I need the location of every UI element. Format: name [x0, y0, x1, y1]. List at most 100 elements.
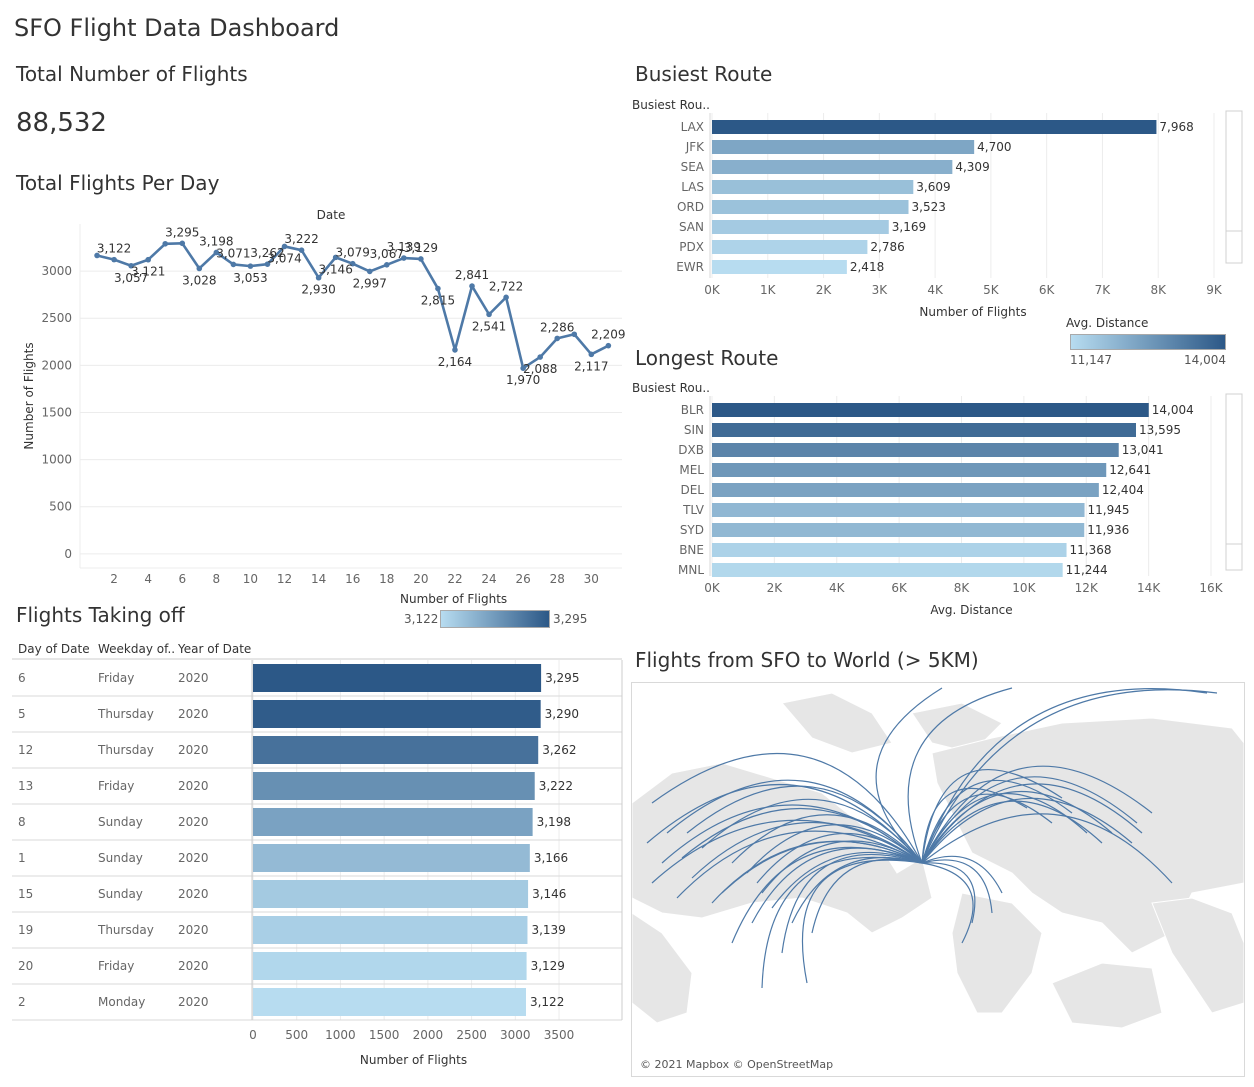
- line-point: [332, 254, 339, 261]
- table-cell-year: 2020: [178, 707, 209, 721]
- line-data-label: 2,930: [301, 283, 335, 297]
- bar: [712, 503, 1085, 517]
- table-bar: [253, 916, 528, 944]
- table-bar: [253, 880, 529, 908]
- x-tick-label: 8K: [954, 581, 971, 595]
- line-data-label: 2,088: [523, 362, 557, 376]
- flight-arc: [731, 814, 923, 864]
- flight-arc: [921, 855, 1003, 894]
- table-cell-weekday: Thursday: [97, 707, 154, 721]
- table-column-header: Weekday of..: [98, 642, 175, 656]
- flight-arc: [651, 752, 923, 864]
- table-column-header: Day of Date: [18, 642, 90, 656]
- x-tick-label: 16K: [1199, 581, 1223, 595]
- flight-arc: [921, 769, 1063, 864]
- flight-arc: [661, 804, 923, 864]
- x-tick-label: 6: [178, 572, 186, 586]
- bar: [712, 523, 1085, 537]
- table-cell-weekday: Friday: [98, 671, 134, 685]
- x-tick-label: 1K: [760, 283, 777, 297]
- bar-value-label: 12,641: [1109, 463, 1151, 477]
- table-bar-label: 3,129: [531, 959, 565, 973]
- line-point: [418, 256, 424, 262]
- bar-category-label: MEL: [679, 463, 704, 477]
- y-tick-label: 1500: [41, 405, 72, 419]
- x-tick-label: 9K: [1206, 283, 1223, 297]
- avg-distance-legend-title: Avg. Distance: [1066, 316, 1149, 330]
- line-point: [162, 240, 169, 247]
- table-cell-weekday: Sunday: [98, 851, 143, 865]
- bar-value-label: 14,004: [1152, 403, 1194, 417]
- line-data-label: 3,262: [250, 246, 284, 260]
- x-tick-label: 6K: [1039, 283, 1056, 297]
- x-tick-label: 5K: [983, 283, 1000, 297]
- x-tick-label: 1000: [325, 1028, 356, 1042]
- flight-arc: [801, 859, 923, 984]
- x-tick-label: 4: [144, 572, 152, 586]
- x-tick-label: 3K: [872, 283, 889, 297]
- dashboard-title: SFO Flight Data Dashboard: [14, 14, 340, 42]
- flight-arc: [921, 688, 1208, 864]
- x-tick-label: 14: [311, 572, 326, 586]
- bar-category-label: BLR: [681, 403, 704, 417]
- line-point: [213, 249, 220, 256]
- bar-category-label: SIN: [684, 423, 704, 437]
- bar: [712, 483, 1099, 497]
- y-tick-label: 2000: [41, 358, 72, 372]
- flight-arc: [676, 830, 923, 899]
- bar-category-label: MNL: [678, 563, 704, 577]
- flight-arcs: [646, 687, 1218, 989]
- longest-route-title: Longest Route: [635, 346, 779, 370]
- table-cell-day: 5: [18, 707, 26, 721]
- bar-value-label: 3,169: [892, 220, 926, 234]
- flights-taking-off-title: Flights Taking off: [16, 603, 185, 627]
- bar-category-label: DXB: [678, 443, 704, 457]
- bar-category-label: LAX: [681, 120, 704, 134]
- table-bar-label: 3,290: [545, 707, 579, 721]
- y-tick-label: 500: [49, 500, 72, 514]
- flight-arc: [781, 853, 923, 954]
- line-point: [503, 294, 509, 301]
- busiest-route-chart: Busiest Rou.. 0K 1K 2K 3K 4K 5K 6K 7K 8K 9K LAX 7,96…: [632, 98, 1243, 319]
- flights-legend-ramp: [440, 610, 550, 628]
- table-cell-year: 2020: [178, 671, 209, 685]
- line-point: [469, 283, 475, 289]
- table-cell-year: 2020: [178, 851, 209, 865]
- x-tick-label: 12K: [1075, 581, 1099, 595]
- bar: [712, 563, 1063, 577]
- y-axis-title: Number of Flights: [22, 342, 36, 449]
- table-cell-day: 20: [18, 959, 33, 973]
- line-point: [554, 335, 561, 342]
- bar: [712, 403, 1149, 417]
- flight-arc: [921, 813, 1173, 884]
- table-bar-label: 3,262: [542, 743, 576, 757]
- x-tick-label: 0K: [704, 283, 721, 297]
- x-tick-label: 4K: [829, 581, 846, 595]
- map-copyright: © 2021 Mapbox © OpenStreetMap: [640, 1058, 834, 1071]
- line-point: [435, 285, 441, 292]
- line-point: [452, 347, 458, 353]
- table-bar: [253, 988, 526, 1016]
- x-tick-label: 2K: [767, 581, 784, 595]
- bar: [712, 260, 847, 274]
- x-axis-title: Number of Flights: [360, 1053, 467, 1067]
- bar-value-label: 7,968: [1159, 120, 1193, 134]
- line-data-label: 3,122: [97, 242, 131, 256]
- table-bar: [253, 664, 542, 692]
- table-cell-day: 2: [18, 995, 26, 1009]
- line-data-label: 3,074: [267, 251, 301, 265]
- line-point: [537, 354, 543, 360]
- map-canvas: [632, 687, 1244, 1029]
- table-bar: [253, 772, 535, 800]
- bar-value-label: 11,936: [1087, 523, 1129, 537]
- line-point: [605, 342, 612, 349]
- table-cell-year: 2020: [178, 815, 209, 829]
- table-cell-weekday: Sunday: [98, 815, 143, 829]
- flights-legend-title: Number of Flights: [400, 592, 508, 606]
- flight-arc: [646, 783, 923, 864]
- table-cell-year: 2020: [178, 743, 209, 757]
- table-bar-label: 3,122: [530, 995, 564, 1009]
- flight-map[interactable]: [631, 682, 1245, 1077]
- x-tick-label: 2000: [413, 1028, 444, 1042]
- x-tick-label: 1500: [369, 1028, 400, 1042]
